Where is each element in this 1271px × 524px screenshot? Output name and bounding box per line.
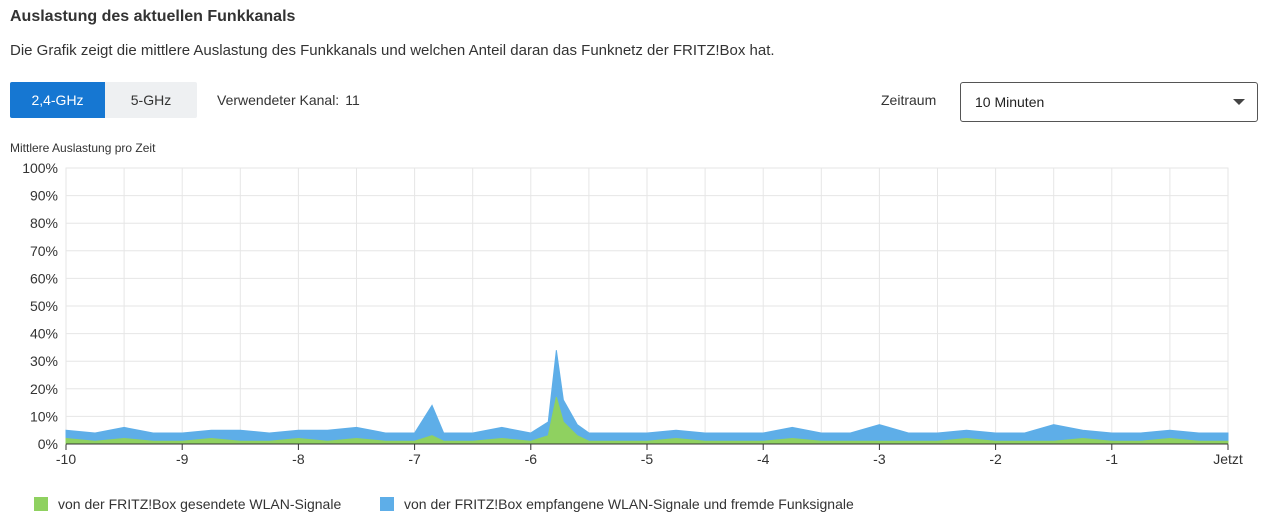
y-tick-label: 60% bbox=[30, 270, 58, 286]
channel-info: Verwendeter Kanal: 11 bbox=[217, 92, 360, 108]
y-tick-label: 40% bbox=[30, 326, 58, 342]
band-24ghz-button[interactable]: 2,4-GHz bbox=[10, 82, 105, 118]
y-tick-label: 0% bbox=[38, 436, 58, 452]
y-tick-label: 50% bbox=[30, 298, 58, 314]
channel-value: 11 bbox=[345, 92, 360, 108]
x-tick-label: -5 bbox=[641, 451, 654, 467]
band-5ghz-button[interactable]: 5-GHz bbox=[105, 82, 197, 118]
x-tick-label: Jetzt bbox=[1213, 451, 1243, 467]
legend-item-received: von der FRITZ!Box empfangene WLAN-Signal… bbox=[380, 496, 854, 512]
page-title: Auslastung des aktuellen Funkkanals bbox=[10, 8, 296, 25]
chevron-down-icon bbox=[1233, 99, 1245, 105]
legend-swatch-sent bbox=[34, 497, 48, 511]
zeitraum-select[interactable]: 10 Minuten bbox=[960, 82, 1258, 122]
channel-label: Verwendeter Kanal: bbox=[217, 92, 340, 108]
band-selector: 2,4-GHz 5-GHz bbox=[10, 82, 197, 118]
legend-label-sent: von der FRITZ!Box gesendete WLAN-Signale bbox=[58, 496, 342, 512]
y-tick-label: 20% bbox=[30, 381, 58, 397]
y-tick-label: 10% bbox=[30, 408, 58, 424]
zeitraum-label: Zeitraum bbox=[881, 92, 937, 108]
zeitraum-selected-value: 10 Minuten bbox=[975, 94, 1045, 110]
chart-title: Mittlere Auslastung pro Zeit bbox=[10, 141, 156, 155]
x-tick-label: -2 bbox=[989, 451, 1002, 467]
x-tick-label: -9 bbox=[176, 451, 189, 467]
x-tick-label: -8 bbox=[292, 451, 305, 467]
legend-label-received: von der FRITZ!Box empfangene WLAN-Signal… bbox=[404, 496, 854, 512]
x-tick-label: -10 bbox=[56, 451, 76, 467]
y-tick-label: 30% bbox=[30, 353, 58, 369]
x-tick-label: -7 bbox=[408, 451, 421, 467]
x-tick-label: -3 bbox=[873, 451, 886, 467]
y-tick-label: 100% bbox=[22, 160, 58, 176]
legend-item-sent: von der FRITZ!Box gesendete WLAN-Signale bbox=[34, 496, 341, 512]
page-description: Die Grafik zeigt die mittlere Auslastung… bbox=[10, 42, 775, 59]
y-tick-label: 70% bbox=[30, 243, 58, 259]
series-area-received bbox=[65, 350, 1229, 445]
legend-swatch-received bbox=[380, 497, 394, 511]
x-tick-label: -4 bbox=[757, 451, 770, 467]
x-tick-label: -6 bbox=[525, 451, 538, 467]
series-area-sent bbox=[65, 396, 1229, 445]
y-tick-label: 90% bbox=[30, 188, 58, 204]
y-tick-label: 80% bbox=[30, 215, 58, 231]
x-tick-label: -1 bbox=[1106, 451, 1119, 467]
